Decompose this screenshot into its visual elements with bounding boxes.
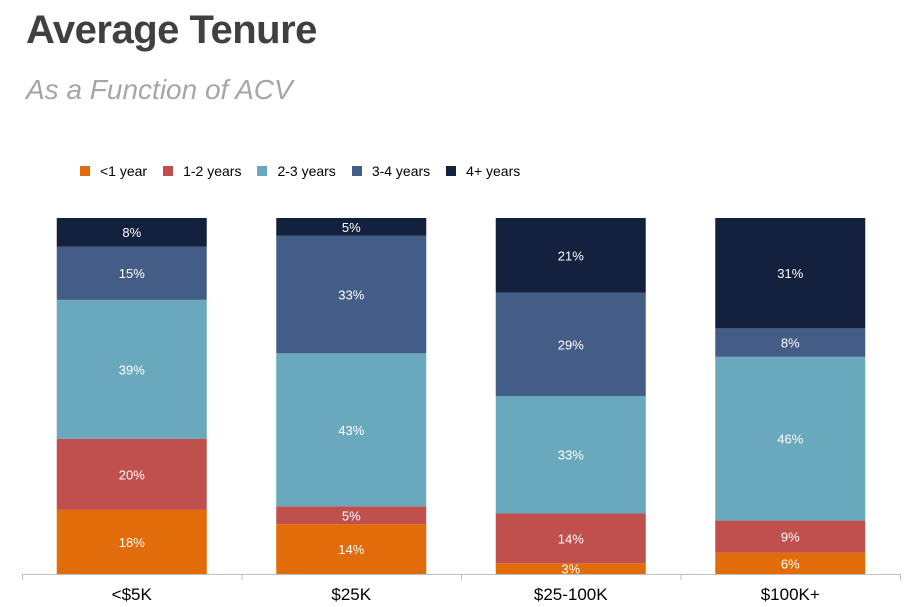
chart-legend: <1 year 1-2 years 2-3 years 3-4 years 4+… (80, 163, 536, 179)
bar-segment (495, 292, 646, 396)
legend-item-2-3: 2-3 years (257, 163, 336, 179)
bar-segment (495, 396, 646, 514)
data-label: 33% (558, 448, 584, 463)
bar-segment (715, 520, 866, 553)
data-label: 15% (119, 266, 145, 281)
bar-segment (56, 299, 207, 439)
data-label: 14% (338, 542, 364, 557)
legend-label-lt1: <1 year (100, 163, 148, 179)
legend-item-3-4: 3-4 years (351, 163, 431, 179)
bar-segment (495, 513, 646, 564)
data-label: 43% (338, 423, 364, 438)
bar-segment (56, 246, 207, 300)
bar-segment (56, 438, 207, 510)
legend-item-4p: 4+ years (446, 163, 520, 179)
x-tick-label: $100K+ (761, 585, 820, 604)
data-label: 31% (777, 266, 803, 281)
data-label: 20% (119, 467, 145, 482)
data-label: 33% (338, 288, 364, 303)
data-label: 18% (119, 535, 145, 550)
legend-swatch-1-2 (163, 166, 174, 176)
data-label: 8% (122, 225, 141, 240)
bar-segment (495, 563, 646, 574)
chart-title: Average Tenure (26, 8, 317, 52)
legend-swatch-2-3 (257, 166, 268, 176)
data-label: 39% (119, 362, 145, 377)
legend-label-2-3: 2-3 years (277, 163, 336, 179)
bar-segment (495, 218, 646, 293)
legend-item-1-2: 1-2 years (163, 163, 241, 179)
data-label: 3% (561, 562, 580, 577)
x-tick-label: $25-100K (534, 585, 608, 604)
data-label: 6% (781, 556, 800, 571)
legend-label-4p: 4+ years (466, 163, 521, 179)
bar-segment (276, 524, 427, 574)
legend-swatch-3-4 (351, 166, 362, 176)
data-label: 29% (558, 337, 584, 352)
data-label: 5% (342, 508, 361, 523)
bar-segment (276, 353, 427, 507)
data-label: 9% (781, 530, 800, 545)
bar-segment (276, 235, 427, 354)
data-label: 46% (777, 432, 803, 447)
bar-segment (56, 218, 207, 247)
bar-segment (276, 506, 427, 525)
data-label: 5% (342, 220, 361, 235)
legend-item-lt1: <1 year (80, 163, 147, 179)
legend-swatch-4p (446, 166, 457, 176)
bar-segment (276, 218, 427, 236)
bar-segment (715, 552, 866, 574)
bar-segment (715, 328, 866, 357)
bar-segment (715, 356, 866, 521)
data-label: 21% (558, 248, 584, 263)
x-tick-label: <$5K (112, 585, 153, 604)
bar-segment (715, 218, 866, 329)
data-label: 14% (558, 531, 584, 546)
legend-swatch-lt1 (80, 166, 90, 176)
bar-segment (56, 509, 207, 574)
x-tick-label: $25K (331, 585, 371, 604)
legend-label-1-2: 1-2 years (183, 163, 242, 179)
chart-subtitle: As a Function of ACV (26, 74, 293, 105)
data-label: 8% (781, 336, 800, 351)
legend-label-3-4: 3-4 years (371, 163, 431, 179)
